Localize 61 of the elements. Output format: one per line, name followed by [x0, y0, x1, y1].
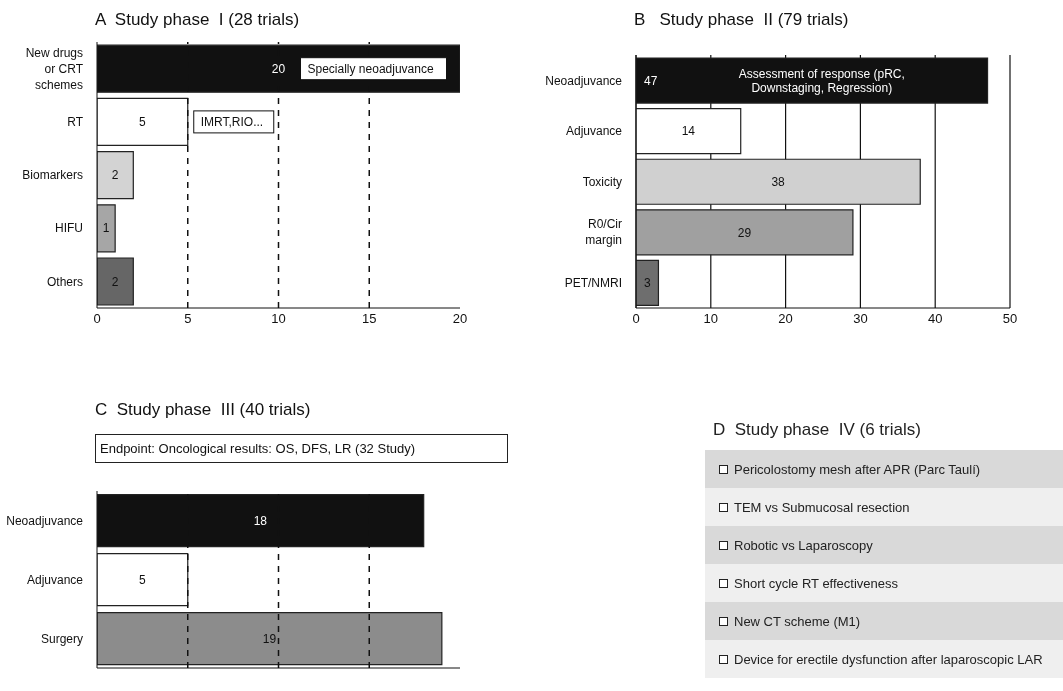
- data-label: 20: [271, 61, 286, 76]
- x-tick-label: 0: [632, 311, 640, 327]
- x-tick-label: 10: [703, 311, 719, 327]
- data-label: 19: [262, 631, 277, 646]
- chart-title: C Study phase III (40 trials): [95, 400, 311, 420]
- text: TEM vs Submucosal resection: [734, 499, 910, 515]
- annotation: IMRT,RIO...: [200, 115, 264, 130]
- y-tick-label: HIFU: [55, 221, 83, 236]
- x-tick-label: 15: [362, 311, 377, 327]
- bar: [636, 209, 854, 256]
- data-label: 5: [139, 115, 147, 130]
- bar: [636, 158, 921, 205]
- text: New CT scheme (M1): [734, 613, 861, 629]
- text: Robotic vs Laparoscopy: [734, 537, 873, 553]
- chart-title: B Study phase II (79 trials): [634, 10, 849, 30]
- y-tick-label: Others: [46, 274, 83, 289]
- data-label: 1: [102, 221, 110, 236]
- data-label: 14: [681, 124, 696, 139]
- bar: [97, 150, 134, 200]
- data-label: 18: [253, 513, 268, 528]
- text: Device for erectile dysfunction after laparoscopic LAR: [734, 651, 1043, 667]
- y-tick-label: Surgery: [40, 631, 83, 646]
- y-tick-label: Adjuvance: [26, 572, 84, 587]
- text: Pericolostomy mesh after APR (Parc Taulí): [734, 461, 981, 477]
- x-tick-label: 20: [778, 311, 793, 327]
- x-tick-label: 30: [853, 311, 868, 327]
- bar: [97, 204, 116, 253]
- annotation: Specially neoadjuvance: [307, 61, 434, 76]
- chart-title: A Study phase I (28 trials): [95, 10, 300, 30]
- x-tick-label: 20: [452, 311, 468, 327]
- y-tick-label: R0/Cir margin: [585, 217, 622, 248]
- data-label: 3: [643, 276, 651, 291]
- bar: [636, 108, 742, 155]
- text-box: Specially neoadjuvance: [300, 57, 447, 81]
- annotation: Assessment of response (pRC, Downstaging, Regression): [738, 66, 905, 95]
- text-box: IMRT,RIO...: [193, 110, 275, 134]
- x-tick-label: 10: [271, 311, 286, 327]
- x-tick-label: 50: [1002, 311, 1018, 327]
- bar: [97, 97, 189, 146]
- y-tick-label: PET/NMRI: [564, 275, 622, 290]
- y-tick-label: RT: [67, 115, 84, 129]
- data-label: 47: [644, 73, 658, 88]
- text: Endpoint: Oncological results: OS, DFS, LR (32 Study): [100, 441, 417, 456]
- y-tick-label: Neoadjuvance: [6, 513, 84, 528]
- y-tick-label: Biomarkers: [22, 168, 83, 183]
- y-tick-label: New drugs or CRT schemes: [25, 45, 84, 92]
- text: Short cycle RT effectiveness: [734, 575, 899, 591]
- x-tick-label: 40: [927, 311, 943, 327]
- data-label: 2: [111, 168, 119, 183]
- x-tick-label: 0: [93, 311, 101, 327]
- data-label: 5: [139, 572, 147, 587]
- y-tick-label: Toxicity: [582, 174, 622, 189]
- data-label: 38: [771, 174, 786, 189]
- text: D Study phase IV (6 trials): [713, 420, 922, 440]
- y-tick-label: Neoadjuvance: [545, 73, 623, 88]
- x-tick-label: 5: [184, 311, 192, 327]
- data-label: 2: [111, 274, 119, 289]
- bar: [97, 257, 134, 306]
- y-tick-label: Adjuvance: [565, 124, 623, 139]
- bar: [636, 259, 660, 307]
- data-label: 29: [737, 225, 752, 240]
